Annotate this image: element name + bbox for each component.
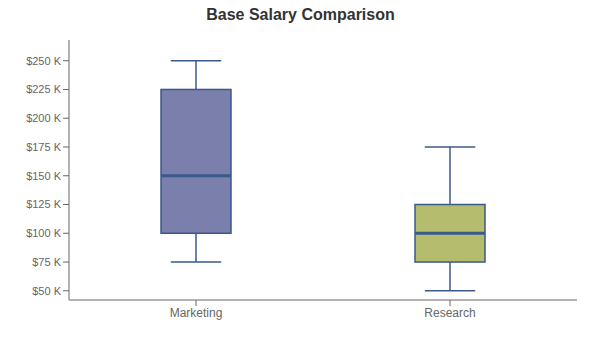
svg-text:$75 K: $75 K (32, 256, 61, 268)
svg-text:$50 K: $50 K (32, 285, 61, 297)
svg-text:$225 K: $225 K (26, 83, 62, 95)
svg-text:$175 K: $175 K (26, 141, 62, 153)
svg-text:$100 K: $100 K (26, 227, 62, 239)
svg-text:Research: Research (424, 306, 475, 320)
svg-text:$125 K: $125 K (26, 198, 62, 210)
html-text:Base Salary Comparison: Base Salary Comparison (206, 6, 395, 23)
svg-text:$250 K: $250 K (26, 55, 62, 67)
svg-text:$150 K: $150 K (26, 170, 62, 182)
svg-text:$200 K: $200 K (26, 112, 62, 124)
svg-text:Marketing: Marketing (170, 306, 223, 320)
